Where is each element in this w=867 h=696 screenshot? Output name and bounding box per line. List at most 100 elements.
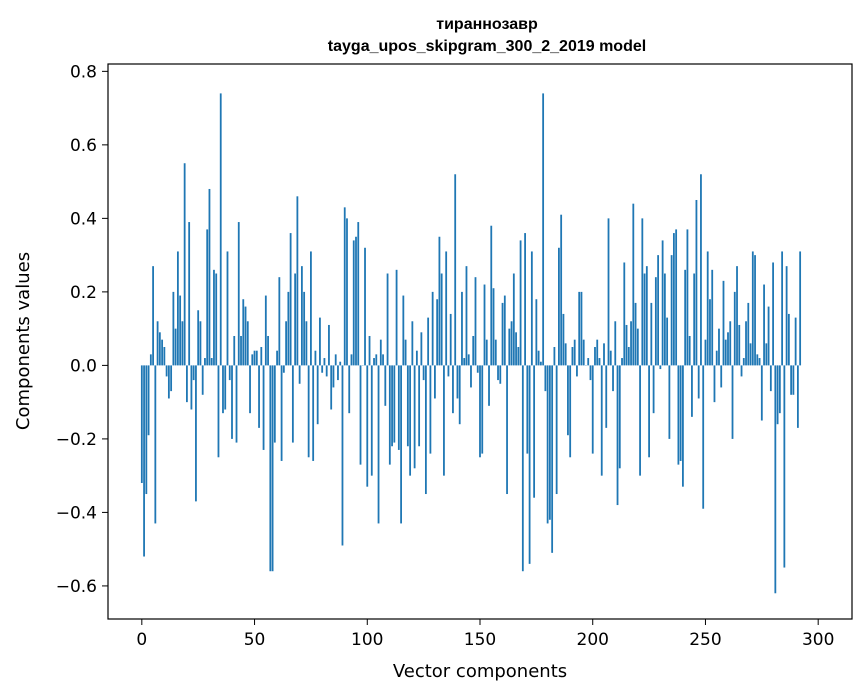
bar <box>711 269 714 366</box>
bar <box>391 365 393 447</box>
bar <box>535 299 538 366</box>
bar <box>296 196 299 366</box>
bar <box>555 365 558 495</box>
bar <box>443 365 445 476</box>
bar <box>183 163 186 366</box>
bar <box>364 247 366 366</box>
y-tick-label: 0.0 <box>70 356 97 376</box>
bar <box>449 313 452 366</box>
bar <box>576 365 578 377</box>
bar <box>228 365 231 381</box>
chart-title-line2: tayga_upos_skipgram_300_2_2019 model <box>328 38 646 55</box>
bar <box>294 273 297 366</box>
bar <box>158 332 161 366</box>
bar <box>503 295 506 366</box>
bar <box>386 273 389 366</box>
x-tick-label: 150 <box>464 630 496 650</box>
bar <box>258 365 260 428</box>
bar <box>567 365 569 436</box>
bar <box>287 291 290 366</box>
bar <box>677 365 680 465</box>
bar <box>718 328 720 366</box>
bar <box>375 354 378 366</box>
bar <box>747 302 750 366</box>
bar <box>727 332 729 366</box>
bar <box>337 365 339 381</box>
bar <box>366 365 369 487</box>
bar <box>434 365 436 399</box>
bar <box>289 233 292 366</box>
bar <box>147 365 150 436</box>
bar <box>319 317 321 366</box>
bar <box>675 229 678 366</box>
bar <box>280 365 283 461</box>
bar <box>231 365 233 439</box>
bar <box>233 335 236 366</box>
bar <box>276 350 278 366</box>
bar <box>346 218 348 366</box>
bar <box>494 339 497 366</box>
bar <box>271 365 274 572</box>
bar <box>246 321 249 366</box>
bar <box>174 328 177 366</box>
bar <box>609 350 612 366</box>
bar <box>533 365 536 498</box>
bar <box>467 354 470 366</box>
bar <box>659 365 662 370</box>
bar <box>569 365 572 458</box>
bar <box>206 229 209 366</box>
bar <box>738 324 741 366</box>
y-tick-label: −0.6 <box>56 577 97 597</box>
bar <box>758 358 761 366</box>
y-axis-ticks: −0.6 −0.4 −0.2 0.0 0.2 0.4 0.6 0.8 <box>56 62 108 597</box>
bar <box>618 365 621 469</box>
bar <box>571 347 574 366</box>
bar <box>641 218 644 366</box>
bar <box>781 251 784 366</box>
bar <box>785 266 788 366</box>
bar <box>226 251 229 366</box>
bar <box>528 365 531 564</box>
bar <box>709 299 711 366</box>
bar <box>521 365 524 572</box>
bar <box>393 365 396 443</box>
bar <box>262 365 265 450</box>
bar <box>537 350 540 366</box>
bar <box>776 365 779 425</box>
bar <box>325 365 328 377</box>
bar <box>598 358 601 366</box>
chart-title-line1: тираннозавр <box>436 16 538 33</box>
bar <box>796 365 799 428</box>
bar <box>222 365 224 414</box>
bar <box>686 229 689 366</box>
bar <box>339 361 342 366</box>
bar <box>774 365 777 594</box>
bar <box>654 277 657 366</box>
bar <box>368 335 371 366</box>
bar <box>558 247 560 366</box>
bar <box>497 365 499 381</box>
bar <box>754 255 756 366</box>
bar <box>436 299 439 366</box>
bar <box>745 321 747 366</box>
bar <box>237 222 240 366</box>
bar <box>688 335 691 366</box>
bar <box>406 365 409 447</box>
bar <box>713 365 716 403</box>
bar <box>519 240 522 366</box>
bar <box>594 347 596 366</box>
bar <box>607 218 610 366</box>
bar <box>589 365 592 381</box>
bar <box>580 291 583 366</box>
bar <box>792 365 795 395</box>
bar <box>291 365 294 443</box>
bar <box>483 284 486 366</box>
bar <box>379 339 382 366</box>
plot-frame <box>107 63 853 620</box>
bar <box>470 365 472 388</box>
bar <box>756 354 759 366</box>
bar <box>693 273 696 366</box>
bar <box>373 358 375 366</box>
x-tick-label: 300 <box>802 630 834 650</box>
